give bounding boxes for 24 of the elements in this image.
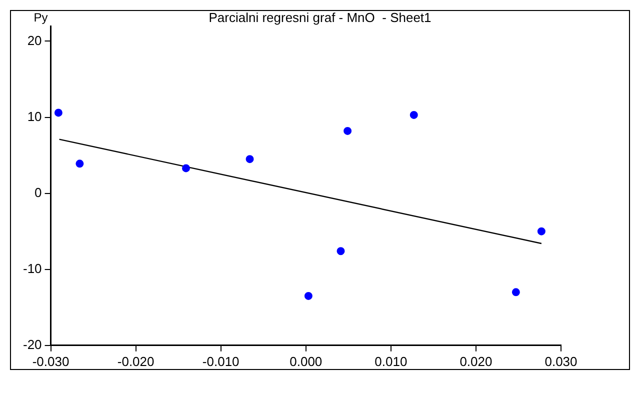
point [246,155,254,164]
x-tick-label: 0.010 [374,354,408,369]
point [410,110,418,119]
point [304,292,312,300]
point [512,288,520,296]
x-tick-label: 0.000 [290,354,322,369]
y-axis-title: Py [34,10,48,24]
x-tick-label: -0.010 [202,354,240,369]
y-tick-label: -20 [22,336,42,352]
point [182,164,190,172]
chart-title: Parcialni regresni graf - MnO - Sheet1 [208,10,432,26]
x-tick-label: 0.020 [460,354,492,369]
y-tick-label: 0 [34,184,42,200]
x-tick-label: -0.030 [32,354,70,369]
point [344,126,352,135]
y-tick-label: -10 [22,260,42,276]
point [76,160,84,168]
point [54,108,62,117]
x-tick-label: -0.020 [117,354,154,369]
y-tick-label: 10 [27,108,42,124]
y-tick-label: 20 [27,32,42,48]
x-tick-label: 0.030 [544,354,578,369]
point [336,247,345,256]
point [537,227,546,236]
